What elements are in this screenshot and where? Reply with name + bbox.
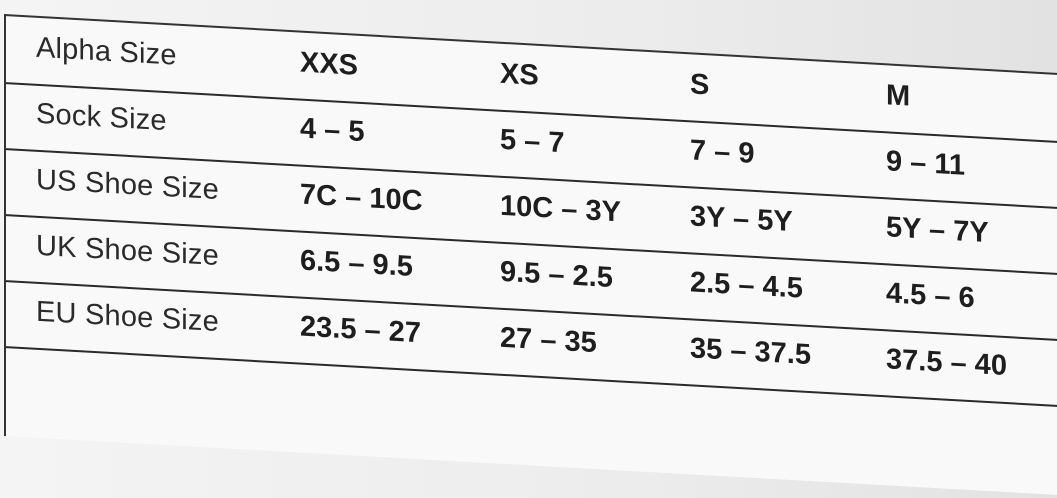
cell: 7 – 9: [690, 134, 755, 170]
cell: S: [690, 68, 710, 102]
cell: 37.5 – 40: [886, 343, 1007, 383]
cell: 10C – 3Y: [500, 189, 621, 229]
cell: 9 – 11: [886, 145, 966, 182]
cell: 35 – 37.5: [690, 332, 811, 372]
cell: 7C – 10C: [300, 178, 423, 218]
row-label: Alpha Size: [36, 31, 177, 72]
cell: 4.5 – 6: [886, 277, 975, 315]
cell: M: [886, 79, 911, 113]
cell: 23.5 – 27: [300, 310, 421, 350]
cell: 9.5 – 2.5: [500, 255, 613, 295]
size-chart-table: Alpha Size XXS XS S M Sock Size 4 – 5 5 …: [4, 14, 1057, 498]
cell: 3Y – 5Y: [690, 200, 793, 239]
cell: 5 – 7: [500, 123, 565, 160]
row-label: EU Shoe Size: [36, 295, 219, 339]
row-label: US Shoe Size: [36, 163, 219, 207]
cell: 6.5 – 9.5: [300, 244, 413, 283]
cell: 27 – 35: [500, 321, 597, 360]
row-label: UK Shoe Size: [36, 229, 219, 273]
cell: 2.5 – 4.5: [690, 266, 803, 305]
cell: XS: [500, 57, 539, 92]
cell: 4 – 5: [300, 112, 365, 149]
row-label: Sock Size: [36, 97, 167, 138]
cell: 5Y – 7Y: [886, 211, 989, 250]
cell: XXS: [300, 46, 359, 82]
